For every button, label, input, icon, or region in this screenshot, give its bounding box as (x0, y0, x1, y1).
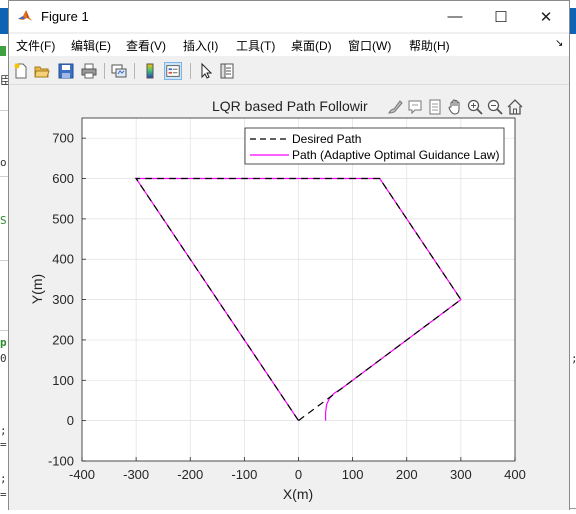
toolbar-separator (134, 63, 135, 79)
property-inspector-icon[interactable] (218, 62, 236, 80)
pan-icon[interactable] (446, 98, 464, 116)
y-tick-label: 200 (52, 332, 74, 347)
menu-bar: 文件(F) 编辑(E) 查看(V) 插入(I) 工具(T) 桌面(D) 窗口(W… (9, 34, 569, 56)
background-divider (0, 260, 8, 261)
background-app-header (0, 8, 8, 34)
x-tick-label: 400 (504, 467, 526, 482)
background-divider (0, 110, 8, 111)
menu-desktop[interactable]: 桌面(D) (291, 39, 332, 53)
y-tick-label: 700 (52, 131, 74, 146)
link-plot-icon[interactable] (110, 62, 128, 80)
background-label: ; (0, 472, 7, 485)
menu-edit[interactable]: 编辑(E) (71, 39, 111, 53)
zoom-out-icon[interactable] (486, 98, 504, 116)
legend[interactable]: Desired Path Path (Adaptive Optimal Guid… (244, 127, 505, 165)
toolbar-separator (190, 63, 191, 79)
print-icon[interactable] (80, 62, 98, 80)
legend-label-actual: Path (Adaptive Optimal Guidance Law) (292, 148, 499, 162)
menu-file[interactable]: 文件(F) (16, 39, 56, 53)
menu-insert[interactable]: 插入(I) (183, 39, 219, 53)
maximize-icon: ☐ (494, 8, 508, 26)
y-tick-label: 0 (67, 413, 74, 428)
close-icon: ✕ (539, 8, 553, 26)
x-axis-label: X(m) (283, 486, 313, 502)
home-icon[interactable] (506, 98, 524, 116)
background-label: = (0, 488, 7, 501)
background-label: ; (571, 352, 576, 365)
tick-marks (81, 137, 516, 462)
minimize-button[interactable]: — (432, 1, 478, 32)
y-tick-label: -100 (48, 454, 74, 469)
y-tick-label: 100 (52, 373, 74, 388)
edit-plot-icon[interactable] (197, 62, 215, 80)
matlab-logo-icon (17, 8, 33, 24)
background-run-icon (0, 46, 6, 56)
legend-box (244, 127, 505, 165)
minimize-icon: — (447, 8, 463, 25)
close-button[interactable]: ✕ (523, 1, 569, 32)
x-tick-label: 0 (295, 467, 302, 482)
background-label: 臣 (0, 74, 11, 87)
x-tick-label: -200 (177, 467, 203, 482)
y-tick-label: 300 (52, 292, 74, 307)
menu-help[interactable]: 帮助(H) (409, 39, 450, 53)
insert-legend-icon[interactable] (164, 62, 182, 80)
axes-toolbar (384, 97, 524, 117)
maximize-button[interactable]: ☐ (478, 1, 524, 32)
background-label: 0 (0, 352, 7, 365)
background-label: S (0, 214, 7, 227)
menu-tools[interactable]: 工具(T) (236, 39, 276, 53)
title-bar[interactable]: Figure 1 — ☐ ✕ (9, 1, 569, 32)
menu-window[interactable]: 窗口(W) (348, 39, 392, 53)
x-tick-labels: -400 -300 -200 -100 0 100 200 300 400 (69, 467, 526, 482)
background-app-header-right (569, 8, 576, 34)
background-divider (0, 176, 8, 177)
y-axis-label: Y(m) (29, 274, 45, 304)
figure-toolbar (9, 58, 569, 85)
y-tick-label: 500 (52, 211, 74, 226)
series-desired-path[interactable] (134, 177, 462, 422)
x-tick-label: 300 (450, 467, 472, 482)
background-divider (0, 330, 8, 331)
insert-colorbar-icon[interactable] (141, 62, 159, 80)
x-tick-label: -100 (231, 467, 257, 482)
new-figure-icon[interactable] (12, 62, 30, 80)
data-tips-icon[interactable] (406, 98, 424, 116)
open-file-icon[interactable] (33, 62, 51, 80)
y-tick-label: 400 (52, 252, 74, 267)
brush-icon[interactable] (386, 98, 404, 116)
x-tick-label: 100 (342, 467, 364, 482)
axes-title: LQR based Path Followir (212, 98, 368, 114)
toolbar-separator (104, 63, 105, 79)
menu-view[interactable]: 查看(V) (126, 39, 166, 53)
background-label: ; (0, 424, 7, 437)
x-tick-label: 200 (396, 467, 418, 482)
background-label: = (0, 438, 7, 451)
x-tick-label: -300 (123, 467, 149, 482)
save-icon[interactable] (57, 62, 75, 80)
zoom-in-icon[interactable] (466, 98, 484, 116)
y-tick-label: 600 (52, 171, 74, 186)
background-label: p (0, 336, 7, 349)
series-layer (134, 177, 462, 422)
data-cursor-icon[interactable] (426, 98, 444, 116)
y-tick-labels: -100 0 100 200 300 400 500 600 700 (48, 131, 74, 469)
window-title: Figure 1 (41, 9, 89, 24)
x-tick-label: -400 (69, 467, 95, 482)
legend-label-desired: Desired Path (292, 132, 361, 146)
menu-overflow-icon[interactable]: ↘ (555, 38, 564, 49)
